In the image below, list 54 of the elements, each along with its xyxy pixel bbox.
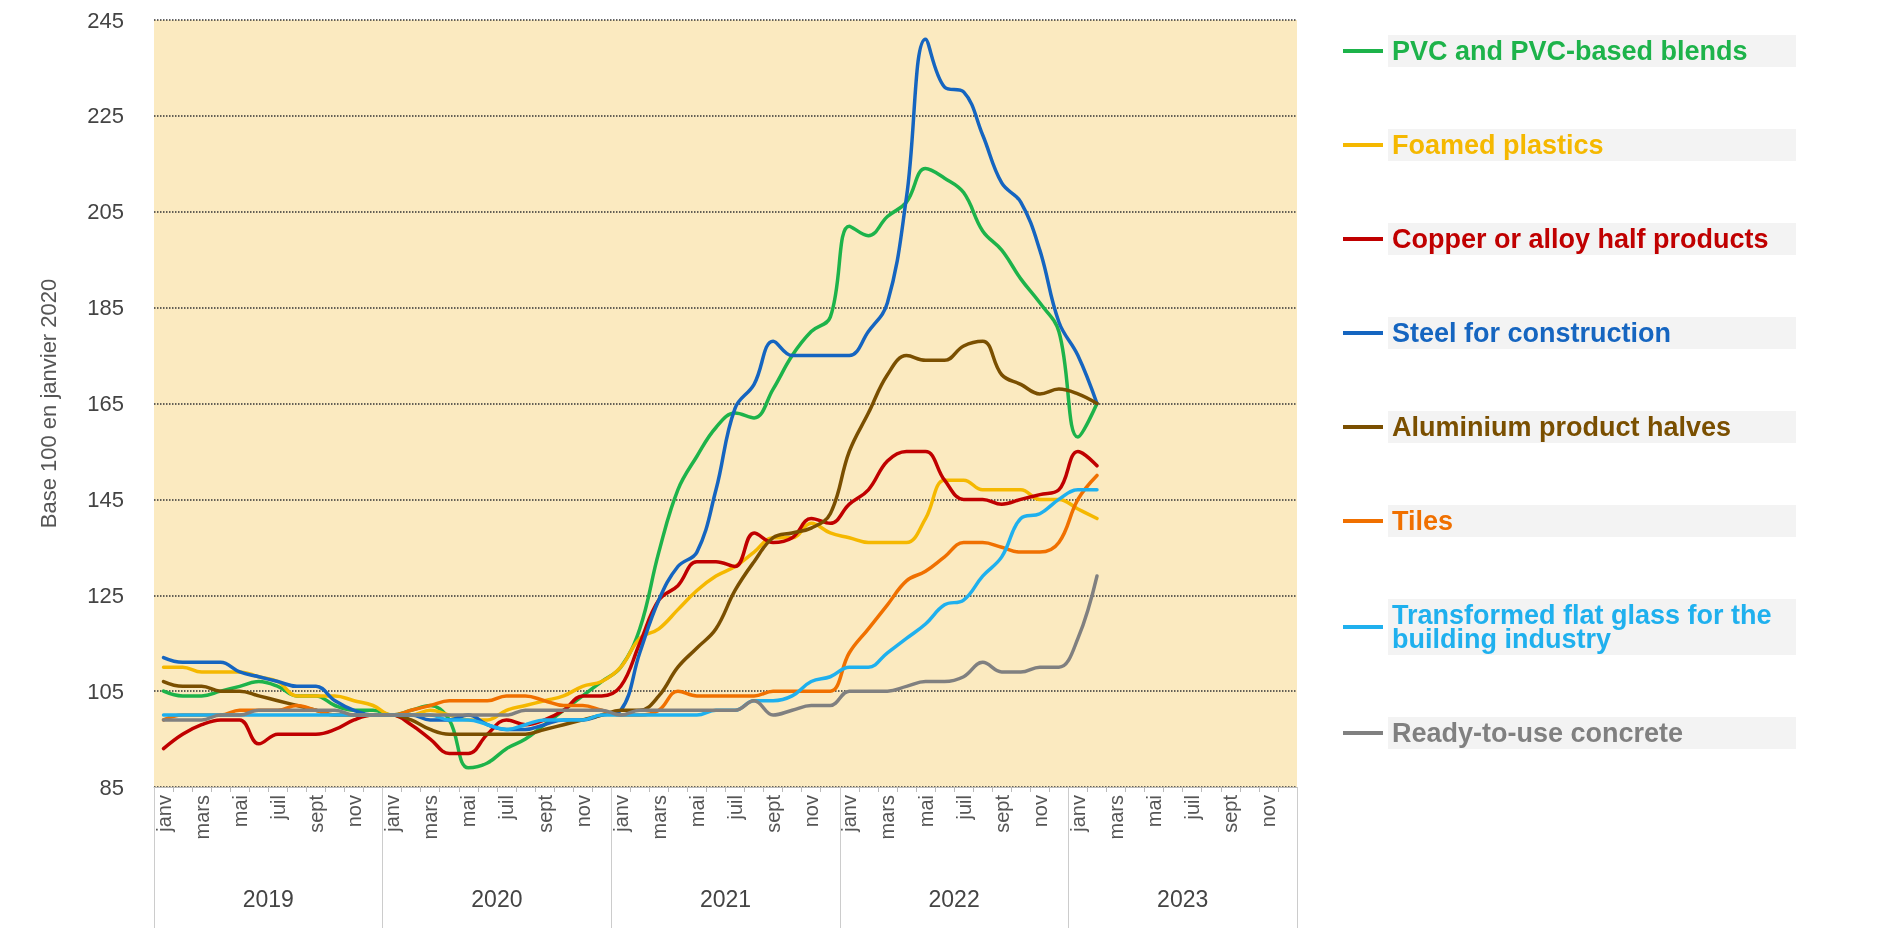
x-tick-label: mars	[647, 795, 670, 840]
x-tick-label: mars	[190, 795, 213, 840]
legend-label: Steel for construction	[1392, 318, 1672, 348]
x-tick-label: nov	[1257, 795, 1280, 828]
y-tick-label: 125	[87, 582, 124, 608]
x-tick-label: janv	[152, 795, 175, 833]
text: 2023	[1157, 885, 1209, 912]
x-tick-label: mai	[457, 795, 480, 828]
x-tick-label: nov	[343, 795, 366, 828]
y-tick-label: 185	[87, 295, 124, 321]
x-tick-label: nov	[571, 795, 594, 828]
x-tick-label: mars	[1105, 795, 1128, 840]
legend-label: Ready-to-use concrete	[1392, 718, 1684, 748]
x-tick-label: sept	[762, 794, 785, 833]
text: 2021	[699, 885, 752, 912]
x-tick-label: sept	[304, 794, 327, 833]
y-tick-label: 205	[87, 199, 124, 225]
y-tick-label: 165	[87, 391, 124, 416]
legend-label: Copper or alloy half products	[1392, 224, 1769, 254]
legend-label: Tiles	[1392, 506, 1454, 536]
legend-label: Aluminium product halves	[1392, 412, 1732, 442]
x-tick-label: janv	[1066, 795, 1089, 833]
x-tick-label: nov	[800, 795, 823, 828]
x-tick-label: juil	[495, 795, 518, 821]
y-tick-label: 105	[87, 678, 124, 704]
x-tick-label: sept	[533, 794, 556, 833]
text: 2022	[928, 885, 980, 912]
y-tick-label: 145	[87, 486, 124, 512]
y-tick-label: 225	[87, 103, 124, 129]
legend-label: PVC and PVC-based blends	[1392, 36, 1748, 66]
y-tick-label: 85	[99, 774, 124, 800]
text: 2020	[471, 885, 523, 912]
y-axis-title: Base 100 en janvier 2020	[35, 278, 61, 529]
text: 2019	[242, 885, 294, 912]
x-tick-label: janv	[609, 795, 632, 833]
y-tick-label: 245	[87, 7, 124, 33]
x-tick-label: mars	[876, 795, 899, 840]
legend-label: Transformed flat glass for the building industry	[1392, 600, 1780, 654]
x-tick-label: mai	[685, 795, 708, 828]
x-tick-label: juil	[724, 795, 747, 821]
x-tick-label: mai	[228, 795, 251, 828]
x-tick-label: juil	[266, 795, 289, 821]
x-tick-label: mars	[419, 795, 442, 840]
x-tick-label: janv	[838, 795, 861, 833]
x-tick-label: juil	[1181, 795, 1204, 821]
x-tick-label: mai	[1143, 795, 1166, 828]
legend-label: Foamed plastics	[1392, 130, 1604, 160]
x-tick-label: nov	[1028, 795, 1051, 828]
x-tick-label: sept	[1219, 794, 1242, 833]
x-tick-label: sept	[990, 794, 1013, 833]
line-series	[161, 574, 1099, 722]
x-tick-label: mai	[914, 795, 937, 828]
x-tick-label: juil	[952, 795, 975, 821]
x-tick-label: janv	[381, 795, 404, 833]
